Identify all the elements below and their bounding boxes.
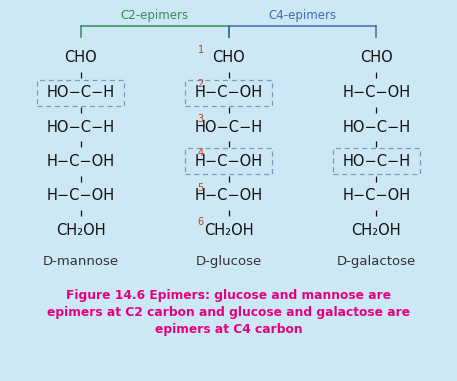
Text: C4-epimers: C4-epimers [268,10,336,22]
Text: HO−C−H: HO−C−H [47,85,115,100]
Text: HO−C−H: HO−C−H [47,120,115,134]
Text: C2-epimers: C2-epimers [121,10,189,22]
Text: CH₂OH: CH₂OH [351,223,401,238]
Text: CHO: CHO [360,50,393,66]
Text: D-mannose: D-mannose [43,255,119,268]
Text: H−C−OH: H−C−OH [47,154,115,169]
Text: CHO: CHO [64,50,97,66]
Text: HO−C−H: HO−C−H [342,154,410,169]
Text: 5: 5 [197,182,204,192]
Text: D-glucose: D-glucose [196,255,261,268]
Text: CHO: CHO [212,50,245,66]
Text: H−C−OH: H−C−OH [342,188,410,203]
Text: 1: 1 [198,45,204,55]
Text: 6: 6 [198,217,204,227]
Text: 4: 4 [198,148,204,158]
Text: CH₂OH: CH₂OH [204,223,253,238]
Text: HO−C−H: HO−C−H [194,120,263,134]
Text: H−C−OH: H−C−OH [194,188,263,203]
Text: H−C−OH: H−C−OH [194,85,263,100]
Text: 3: 3 [198,114,204,124]
Text: CH₂OH: CH₂OH [56,223,106,238]
Text: H−C−OH: H−C−OH [194,154,263,169]
Text: Figure 14.6 Epimers: glucose and mannose are
epimers at C2 carbon and glucose an: Figure 14.6 Epimers: glucose and mannose… [47,290,410,336]
Text: H−C−OH: H−C−OH [342,85,410,100]
Text: H−C−OH: H−C−OH [47,188,115,203]
Text: D-galactose: D-galactose [337,255,416,268]
Text: HO−C−H: HO−C−H [342,120,410,134]
Text: 2: 2 [197,80,204,90]
